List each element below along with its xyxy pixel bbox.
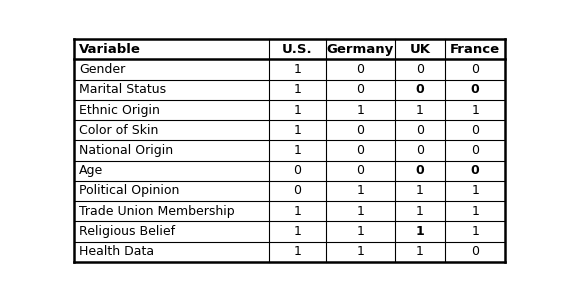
Text: Marital Status: Marital Status [79, 83, 167, 96]
Text: Color of Skin: Color of Skin [79, 124, 159, 137]
Text: 0: 0 [471, 63, 479, 76]
Text: 0: 0 [416, 124, 424, 137]
Text: 1: 1 [416, 205, 424, 218]
Text: 1: 1 [293, 245, 301, 258]
Text: 0: 0 [471, 245, 479, 258]
Text: 0: 0 [293, 184, 301, 198]
Text: 0: 0 [471, 124, 479, 137]
Text: 0: 0 [415, 164, 424, 177]
Text: 0: 0 [471, 144, 479, 157]
Text: 1: 1 [471, 205, 479, 218]
Text: 1: 1 [416, 103, 424, 117]
Text: 0: 0 [357, 63, 364, 76]
Text: 1: 1 [357, 205, 364, 218]
Text: 1: 1 [471, 184, 479, 198]
Text: 1: 1 [357, 225, 364, 238]
Text: 1: 1 [293, 205, 301, 218]
Text: 0: 0 [357, 164, 364, 177]
Text: 0: 0 [416, 63, 424, 76]
Text: 1: 1 [471, 225, 479, 238]
Text: 0: 0 [471, 83, 480, 96]
Text: 0: 0 [293, 164, 301, 177]
Text: 1: 1 [293, 225, 301, 238]
Text: 0: 0 [357, 124, 364, 137]
Text: 0: 0 [357, 83, 364, 96]
Text: National Origin: National Origin [79, 144, 173, 157]
Text: 0: 0 [471, 164, 480, 177]
Text: 1: 1 [471, 103, 479, 117]
Text: 1: 1 [357, 184, 364, 198]
Text: 1: 1 [293, 124, 301, 137]
Text: 1: 1 [357, 245, 364, 258]
Text: Health Data: Health Data [79, 245, 154, 258]
Text: Political Opinion: Political Opinion [79, 184, 180, 198]
Text: 1: 1 [357, 103, 364, 117]
Text: 1: 1 [293, 144, 301, 157]
Text: 0: 0 [415, 83, 424, 96]
Text: U.S.: U.S. [282, 43, 312, 56]
Text: 0: 0 [416, 144, 424, 157]
Text: 1: 1 [416, 184, 424, 198]
Text: Ethnic Origin: Ethnic Origin [79, 103, 160, 117]
Text: Age: Age [79, 164, 103, 177]
Text: Religious Belief: Religious Belief [79, 225, 176, 238]
Text: Trade Union Membership: Trade Union Membership [79, 205, 235, 218]
Text: 1: 1 [416, 245, 424, 258]
Text: Variable: Variable [79, 43, 141, 56]
Text: Gender: Gender [79, 63, 125, 76]
Text: UK: UK [410, 43, 431, 56]
Text: France: France [450, 43, 500, 56]
Text: 1: 1 [293, 63, 301, 76]
Text: Germany: Germany [327, 43, 394, 56]
Text: 1: 1 [293, 103, 301, 117]
Text: 0: 0 [357, 144, 364, 157]
Text: 1: 1 [415, 225, 424, 238]
Text: 1: 1 [293, 83, 301, 96]
